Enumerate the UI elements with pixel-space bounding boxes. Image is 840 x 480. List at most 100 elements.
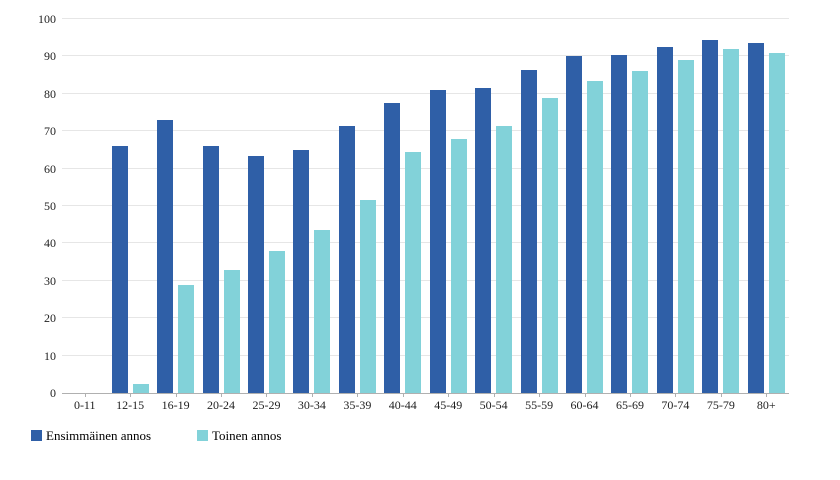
bar-20-24-first-dose[interactable] (202, 146, 219, 393)
x-axis-tick (221, 393, 223, 397)
bar-75-79-second-dose[interactable] (723, 48, 740, 393)
bar-12-15-first-dose[interactable] (111, 146, 128, 393)
gridline-10 (62, 354, 789, 356)
x-axis-line (62, 393, 789, 394)
x-axis-category-label: 70-74 (661, 398, 690, 412)
bar-group-30-34 (289, 19, 334, 393)
x-axis-tick (629, 393, 631, 397)
x-axis-category-label: 40-44 (388, 398, 417, 412)
bar-20-24-second-dose[interactable] (223, 269, 240, 393)
x-axis-tick (584, 393, 586, 397)
x-axis-tick (311, 393, 313, 397)
x-axis-tick (720, 393, 722, 397)
bar-55-59-second-dose[interactable] (541, 97, 558, 393)
bar-group-25-29 (244, 19, 289, 393)
gridline-30 (62, 279, 789, 281)
bar-60-64-second-dose[interactable] (587, 80, 604, 393)
y-axis-tick-label: 60 (44, 161, 56, 176)
x-axis-category-label: 35-39 (343, 398, 372, 412)
bar-50-54-second-dose[interactable] (496, 125, 513, 393)
x-axis-category-label: 55-59 (525, 398, 554, 412)
bar-40-44-second-dose[interactable] (405, 151, 422, 393)
bar-group-20-24 (198, 19, 243, 393)
x-axis-category-label: 80+ (756, 398, 776, 412)
bar-70-74-second-dose[interactable] (677, 60, 694, 393)
x-axis-category-label: 30-34 (297, 398, 326, 412)
x-axis-category-label: 25-29 (252, 398, 281, 412)
legend: Ensimmäinen annos Toinen annos (0, 429, 840, 445)
gridline-90 (62, 55, 789, 57)
bar-group-65-69 (607, 19, 652, 393)
bar-25-29-second-dose[interactable] (268, 250, 285, 393)
bar-group-70-74 (653, 19, 698, 393)
legend-label: Toinen annos (212, 428, 282, 443)
x-axis-category-label: 50-54 (479, 398, 508, 412)
bar-40-44-first-dose[interactable] (384, 103, 401, 393)
gridline-80 (62, 92, 789, 94)
bar-80+-first-dose[interactable] (747, 43, 764, 393)
bar-50-54-first-dose[interactable] (475, 88, 492, 393)
legend-label: Ensimmäinen annos (46, 428, 152, 443)
bar-group-12-15 (107, 19, 152, 393)
bar-80+-second-dose[interactable] (768, 52, 785, 393)
x-axis-tick (84, 393, 86, 397)
bar-35-39-first-dose[interactable] (338, 125, 355, 393)
bar-group-16-19 (153, 19, 198, 393)
bar-30-34-first-dose[interactable] (293, 149, 310, 393)
bar-45-49-second-dose[interactable] (450, 138, 467, 393)
bar-75-79-first-dose[interactable] (702, 39, 719, 393)
bar-group-0-11 (62, 19, 107, 393)
bar-16-19-first-dose[interactable] (157, 119, 174, 393)
bar-12-15-second-dose[interactable] (132, 383, 149, 393)
gridline-50 (62, 205, 789, 206)
legend-swatch-icon (31, 430, 42, 441)
legend-item-first-dose[interactable]: Ensimmäinen annos (31, 429, 151, 442)
legend-item-second-dose[interactable]: Toinen annos (197, 429, 282, 442)
bar-group-80+ (744, 19, 789, 393)
bar-group-40-44 (380, 19, 425, 393)
bar-45-49-first-dose[interactable] (429, 90, 446, 393)
x-axis-category-label: 75-79 (706, 398, 735, 412)
bar-25-29-first-dose[interactable] (247, 155, 264, 393)
bar-55-59-first-dose[interactable] (520, 69, 537, 393)
bar-group-60-64 (562, 19, 607, 393)
bar-group-75-79 (698, 19, 743, 393)
x-axis-category-label: 45-49 (434, 398, 463, 412)
y-axis-tick-label: 70 (44, 124, 56, 139)
y-axis-tick-label: 20 (44, 311, 56, 326)
x-axis-tick (493, 393, 495, 397)
gridline-100 (62, 18, 789, 19)
bar-65-69-second-dose[interactable] (632, 71, 649, 393)
x-axis-category-label: 16-19 (161, 398, 190, 412)
bar-group-55-59 (516, 19, 561, 393)
x-axis-tick (675, 393, 677, 397)
y-axis-tick-label: 40 (44, 236, 56, 251)
x-axis-tick (448, 393, 450, 397)
bar-70-74-first-dose[interactable] (656, 47, 673, 393)
y-axis-tick-label: 10 (44, 348, 56, 363)
bar-65-69-first-dose[interactable] (611, 54, 628, 393)
bar-35-39-second-dose[interactable] (359, 200, 376, 393)
x-axis-ticks (62, 393, 789, 398)
y-axis-tick-label: 100 (38, 12, 56, 26)
gridline-70 (62, 130, 789, 132)
bar-30-34-second-dose[interactable] (314, 230, 331, 393)
y-axis-tick-label: 50 (44, 199, 56, 213)
bar-60-64-first-dose[interactable] (566, 56, 583, 393)
bar-16-19-second-dose[interactable] (178, 284, 195, 393)
x-axis-category-label: 60-64 (570, 398, 599, 412)
plot-area: 0-11 12-15 16-19 20-24 25-29 30-34 35-39 40-44 4… (62, 18, 789, 411)
y-axis-tick-label: 90 (44, 49, 56, 64)
x-axis-tick (357, 393, 359, 397)
x-axis-tick (766, 393, 768, 397)
x-axis-tick (539, 393, 541, 397)
bar-group-50-54 (471, 19, 516, 393)
bar-group-35-39 (335, 19, 380, 393)
y-axis-tick-label: 80 (44, 86, 56, 101)
x-axis-category-label: 0-11 (73, 398, 96, 412)
x-axis-tick (175, 393, 177, 397)
x-axis-category-label: 20-24 (207, 398, 236, 412)
x-axis-category-label: 12-15 (116, 398, 145, 412)
x-axis-tick (402, 393, 404, 397)
